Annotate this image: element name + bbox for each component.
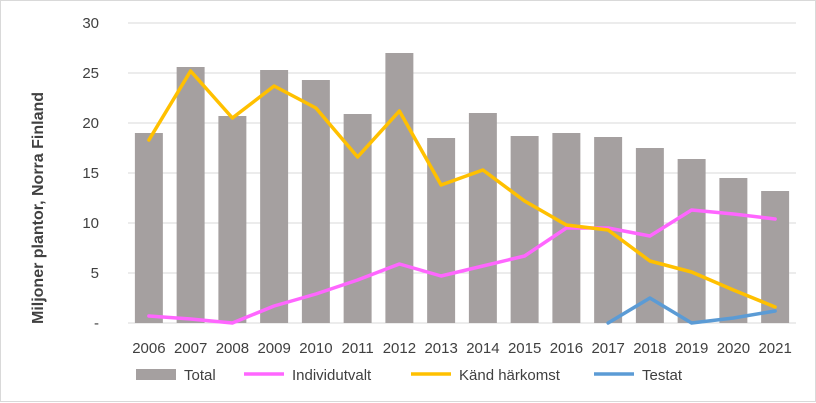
x-tick-label: 2010 xyxy=(299,340,332,357)
y-tick-label: 15 xyxy=(82,165,99,182)
legend-label-individutvalt: Individutvalt xyxy=(292,367,372,384)
legend-label-testat: Testat xyxy=(642,367,683,384)
x-tick-label: 2013 xyxy=(424,340,457,357)
y-tick-label: - xyxy=(94,315,99,332)
x-tick-labels: 2006 2007 2008 2009 2010 2011 2012 2013 2014 2015… xyxy=(132,340,792,357)
x-tick-label: 2011 xyxy=(341,340,373,357)
bar-total xyxy=(677,159,706,323)
bar-total xyxy=(176,67,205,323)
x-tick-label: 2007 xyxy=(174,340,207,357)
y-tick-label: 20 xyxy=(82,115,99,132)
line-k-nd-h-rkomst xyxy=(147,69,777,309)
x-tick-label: 2009 xyxy=(257,340,290,357)
bar-total xyxy=(134,133,163,323)
bar-total xyxy=(761,191,790,323)
bar-total xyxy=(510,136,539,323)
legend: Total Individutvalt Känd härkomst Testat xyxy=(136,367,683,384)
x-tick-label: 2017 xyxy=(591,340,624,357)
line-individutvalt xyxy=(147,208,777,325)
bar-total xyxy=(260,70,289,323)
bar-total xyxy=(468,113,497,323)
x-tick-label: 2012 xyxy=(383,340,416,357)
x-tick-label: 2020 xyxy=(717,340,750,357)
x-tick-label: 2014 xyxy=(466,340,499,357)
bar-total xyxy=(719,178,748,323)
line-testat xyxy=(606,296,777,325)
y-tick-label: 30 xyxy=(82,15,99,32)
total-bars xyxy=(134,53,790,323)
y-tick-label: 25 xyxy=(82,65,99,82)
x-tick-label: 2021 xyxy=(758,340,791,357)
bar-total xyxy=(301,80,330,323)
y-tick-label: 10 xyxy=(82,215,99,232)
bar-total xyxy=(385,53,414,323)
x-tick-label: 2019 xyxy=(675,340,708,357)
y-tick-labels: - 5 10 15 20 25 30 xyxy=(82,15,99,332)
x-tick-label: 2018 xyxy=(633,340,666,357)
x-tick-label: 2008 xyxy=(216,340,249,357)
x-tick-label: 2006 xyxy=(132,340,165,357)
legend-swatch-total xyxy=(136,369,176,380)
series-lines xyxy=(147,69,777,325)
legend-label-k-nd-h-rkomst: Känd härkomst xyxy=(459,367,561,384)
y-axis-label: Miljoner plantor, Norra Finland xyxy=(30,92,47,324)
bar-total xyxy=(218,116,247,323)
y-tick-label: 5 xyxy=(91,265,99,282)
x-tick-label: 2015 xyxy=(508,340,541,357)
x-tick-label: 2016 xyxy=(550,340,583,357)
legend-label-total: Total xyxy=(184,367,216,384)
